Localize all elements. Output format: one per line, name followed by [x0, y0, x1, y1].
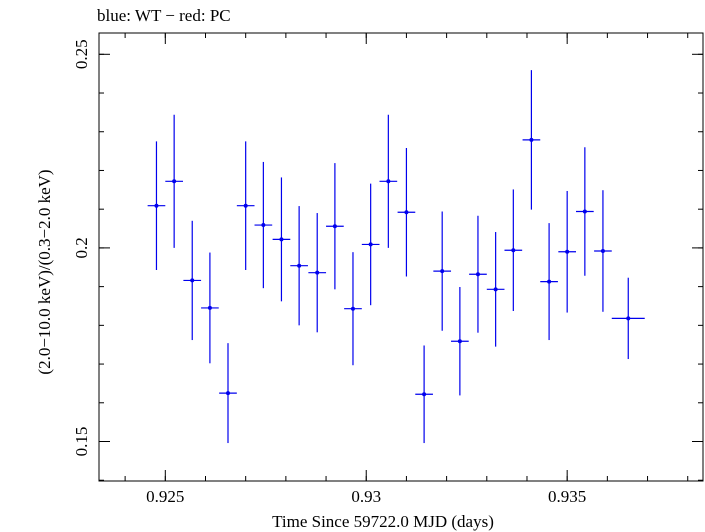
data-marker — [297, 263, 302, 268]
data-marker — [279, 237, 284, 242]
data-marker — [207, 305, 212, 310]
data-point — [290, 206, 308, 326]
data-marker — [172, 179, 177, 184]
data-point — [308, 213, 327, 333]
data-marker — [368, 242, 373, 247]
chart-title: blue: WT − red: PC — [97, 6, 231, 25]
data-point — [254, 161, 273, 289]
x-axis-label: Time Since 59722.0 MJD (days) — [272, 512, 494, 531]
data-marker — [315, 270, 320, 275]
data-marker — [422, 392, 427, 397]
data-point — [451, 287, 469, 396]
data-point — [272, 177, 291, 302]
plot-frame — [98, 32, 704, 482]
data-series — [147, 70, 645, 444]
series-layer — [147, 70, 645, 444]
data-point — [469, 215, 487, 333]
x-tick-label: 0.935 — [548, 487, 586, 506]
axes: 0.925 0.93 0.935 0.15 0.2 0.25 — [72, 33, 703, 506]
data-point — [486, 232, 505, 347]
y-axis-label: (2.0−10.0 keV)/(0.3−2.0 keV) — [35, 169, 54, 374]
x-tick-label: 0.925 — [146, 487, 184, 506]
data-marker — [547, 279, 552, 284]
data-marker — [529, 137, 534, 142]
data-point — [415, 345, 433, 444]
y-tick-label: 0.25 — [72, 39, 91, 69]
data-marker — [243, 203, 248, 208]
data-point — [326, 163, 344, 290]
data-point — [594, 190, 612, 312]
data-marker — [261, 223, 266, 228]
data-point — [201, 252, 219, 364]
data-marker — [475, 272, 480, 277]
data-marker — [332, 224, 337, 229]
data-point — [344, 252, 362, 366]
data-marker — [154, 203, 159, 208]
data-marker — [457, 339, 462, 344]
data-point — [433, 211, 452, 331]
data-marker — [600, 248, 605, 253]
data-point — [165, 114, 183, 248]
data-point — [522, 70, 541, 210]
data-point — [147, 141, 166, 270]
data-point — [558, 190, 577, 313]
data-point — [540, 223, 558, 341]
data-marker — [404, 210, 409, 215]
x-tick-label: 0.93 — [351, 487, 381, 506]
data-point — [379, 114, 398, 248]
data-marker — [493, 287, 498, 292]
data-point — [611, 277, 645, 360]
data-marker — [386, 179, 391, 184]
data-marker — [626, 316, 631, 321]
data-marker — [582, 209, 587, 214]
data-point — [361, 183, 380, 306]
data-point — [219, 343, 237, 444]
data-marker — [350, 306, 355, 311]
data-point — [183, 220, 202, 341]
data-marker — [511, 248, 516, 253]
data-point — [576, 147, 594, 276]
data-marker — [565, 249, 570, 254]
data-marker — [190, 278, 195, 283]
y-tick-label: 0.2 — [72, 237, 91, 258]
y-tick-label: 0.15 — [72, 427, 91, 457]
data-point — [504, 189, 523, 312]
data-point — [236, 141, 255, 270]
data-point — [397, 148, 416, 277]
data-marker — [440, 269, 445, 274]
data-marker — [225, 391, 230, 396]
